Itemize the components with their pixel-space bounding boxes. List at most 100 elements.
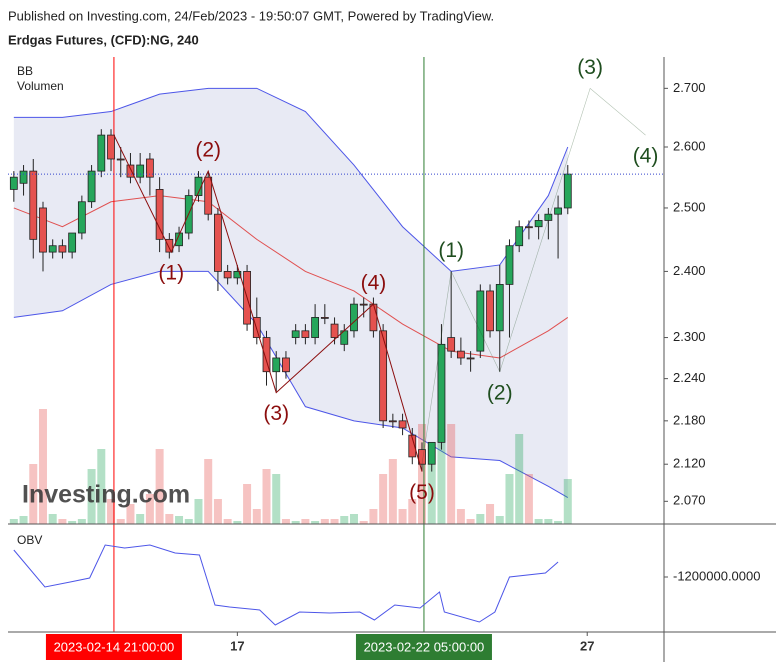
wave-label: (4) xyxy=(361,272,387,295)
main-layer: (1) (2) (3) (4) (5) (1) (2) (3) (4) xyxy=(8,56,664,632)
volume-bar xyxy=(486,504,495,524)
y-tick-label: 2.070 xyxy=(673,493,706,508)
y-tick-label: 2.180 xyxy=(673,412,706,427)
volume-bar xyxy=(524,474,533,524)
x-tick-label: 27 xyxy=(580,638,594,653)
wave-label: (1) xyxy=(438,239,464,262)
candle-body xyxy=(495,284,504,332)
volume-bar xyxy=(233,521,242,524)
candle-body xyxy=(554,207,562,215)
volume-bar xyxy=(418,424,427,524)
candle-body xyxy=(301,330,310,338)
volume-bar xyxy=(87,469,96,524)
volume-bar xyxy=(349,514,358,524)
legend-volume: Volumen xyxy=(17,79,64,93)
candle-body xyxy=(214,213,222,272)
candle-body xyxy=(126,164,135,178)
y-tick-label: 2.240 xyxy=(673,370,706,385)
candle-body xyxy=(58,245,67,253)
candle-body xyxy=(525,226,533,229)
volume-bar xyxy=(437,429,446,524)
volume-bar xyxy=(554,521,563,524)
candle-body xyxy=(369,303,378,332)
candle-body xyxy=(379,330,388,422)
volume-bar xyxy=(505,474,514,524)
wave-line xyxy=(421,87,646,465)
volume-bar xyxy=(9,519,18,524)
candle-body xyxy=(223,271,232,279)
volume-bar xyxy=(38,409,47,524)
volume-bar xyxy=(388,459,397,524)
candle-body xyxy=(447,337,456,352)
candle-body xyxy=(350,303,358,332)
candle-body xyxy=(155,189,164,240)
y-tick-label: 2.120 xyxy=(673,456,706,471)
candle-body xyxy=(291,330,300,338)
wave-line xyxy=(113,134,423,472)
candle-body xyxy=(136,164,145,178)
candle-body xyxy=(427,441,436,465)
candle-body xyxy=(515,226,524,247)
published-note: Published on Investing.com, 24/Feb/2023 … xyxy=(8,8,494,23)
crosshair-label-box xyxy=(355,634,492,660)
volume-bar xyxy=(213,499,222,524)
volume-bar xyxy=(456,509,465,524)
obv-tick-label: -1200000.0000 xyxy=(673,568,760,583)
candle-body xyxy=(282,357,290,373)
volume-bar xyxy=(145,494,154,524)
bb-lower xyxy=(13,270,569,498)
candle-body xyxy=(262,337,271,373)
volume-bar xyxy=(175,516,184,524)
volume-bar xyxy=(155,449,164,524)
volume-bar xyxy=(107,499,116,524)
volume-bar xyxy=(58,519,67,524)
volume-bar xyxy=(534,519,543,524)
candle-body xyxy=(418,449,426,465)
volume-bar xyxy=(320,519,329,524)
wave-label: (3) xyxy=(263,402,289,425)
volume-bar xyxy=(29,464,38,524)
volume-bar xyxy=(165,514,174,524)
wave-label: (5) xyxy=(409,481,435,504)
candle-body xyxy=(272,357,281,373)
volume-bar xyxy=(97,449,106,524)
legend-obv: OBV xyxy=(17,533,42,547)
candle-body xyxy=(29,170,38,240)
candle-body xyxy=(145,158,154,178)
candle-body xyxy=(87,170,96,203)
candle-body xyxy=(486,290,494,332)
candle-body xyxy=(175,232,183,247)
candle-body xyxy=(505,245,514,285)
candle-body xyxy=(320,317,329,319)
volume-bar xyxy=(427,464,436,524)
candle-body xyxy=(48,245,57,253)
candle-body xyxy=(437,343,446,443)
crosshair-label-box xyxy=(45,634,182,660)
volume-bar xyxy=(194,499,203,524)
candle-body xyxy=(19,170,28,184)
candle-body xyxy=(388,420,397,423)
y-tick-label: 2.600 xyxy=(673,138,706,153)
volume-bar xyxy=(262,469,271,524)
candle-body xyxy=(252,317,261,338)
candle-body xyxy=(359,303,368,306)
volume-bar xyxy=(291,521,300,524)
crosshair-label: 2023-02-14 21:00:00 xyxy=(54,639,175,654)
volume-bar xyxy=(252,509,261,524)
volume-bar xyxy=(48,514,57,524)
volume-bar xyxy=(544,519,553,524)
volume-bar xyxy=(19,516,28,524)
volume-bar xyxy=(369,509,378,524)
candle-body xyxy=(476,290,485,352)
volume-bar xyxy=(379,474,388,524)
volume-bar xyxy=(359,521,368,524)
volume-bar xyxy=(281,519,290,524)
volume-bar xyxy=(408,499,417,524)
watermark: Investing.com xyxy=(22,481,190,509)
legend-bb: BB xyxy=(17,64,33,78)
y-tick-label: 2.400 xyxy=(673,263,706,278)
volume-bar xyxy=(77,519,86,524)
crosshair-label: 2023-02-22 05:00:00 xyxy=(364,639,485,654)
candle-body xyxy=(9,176,18,190)
